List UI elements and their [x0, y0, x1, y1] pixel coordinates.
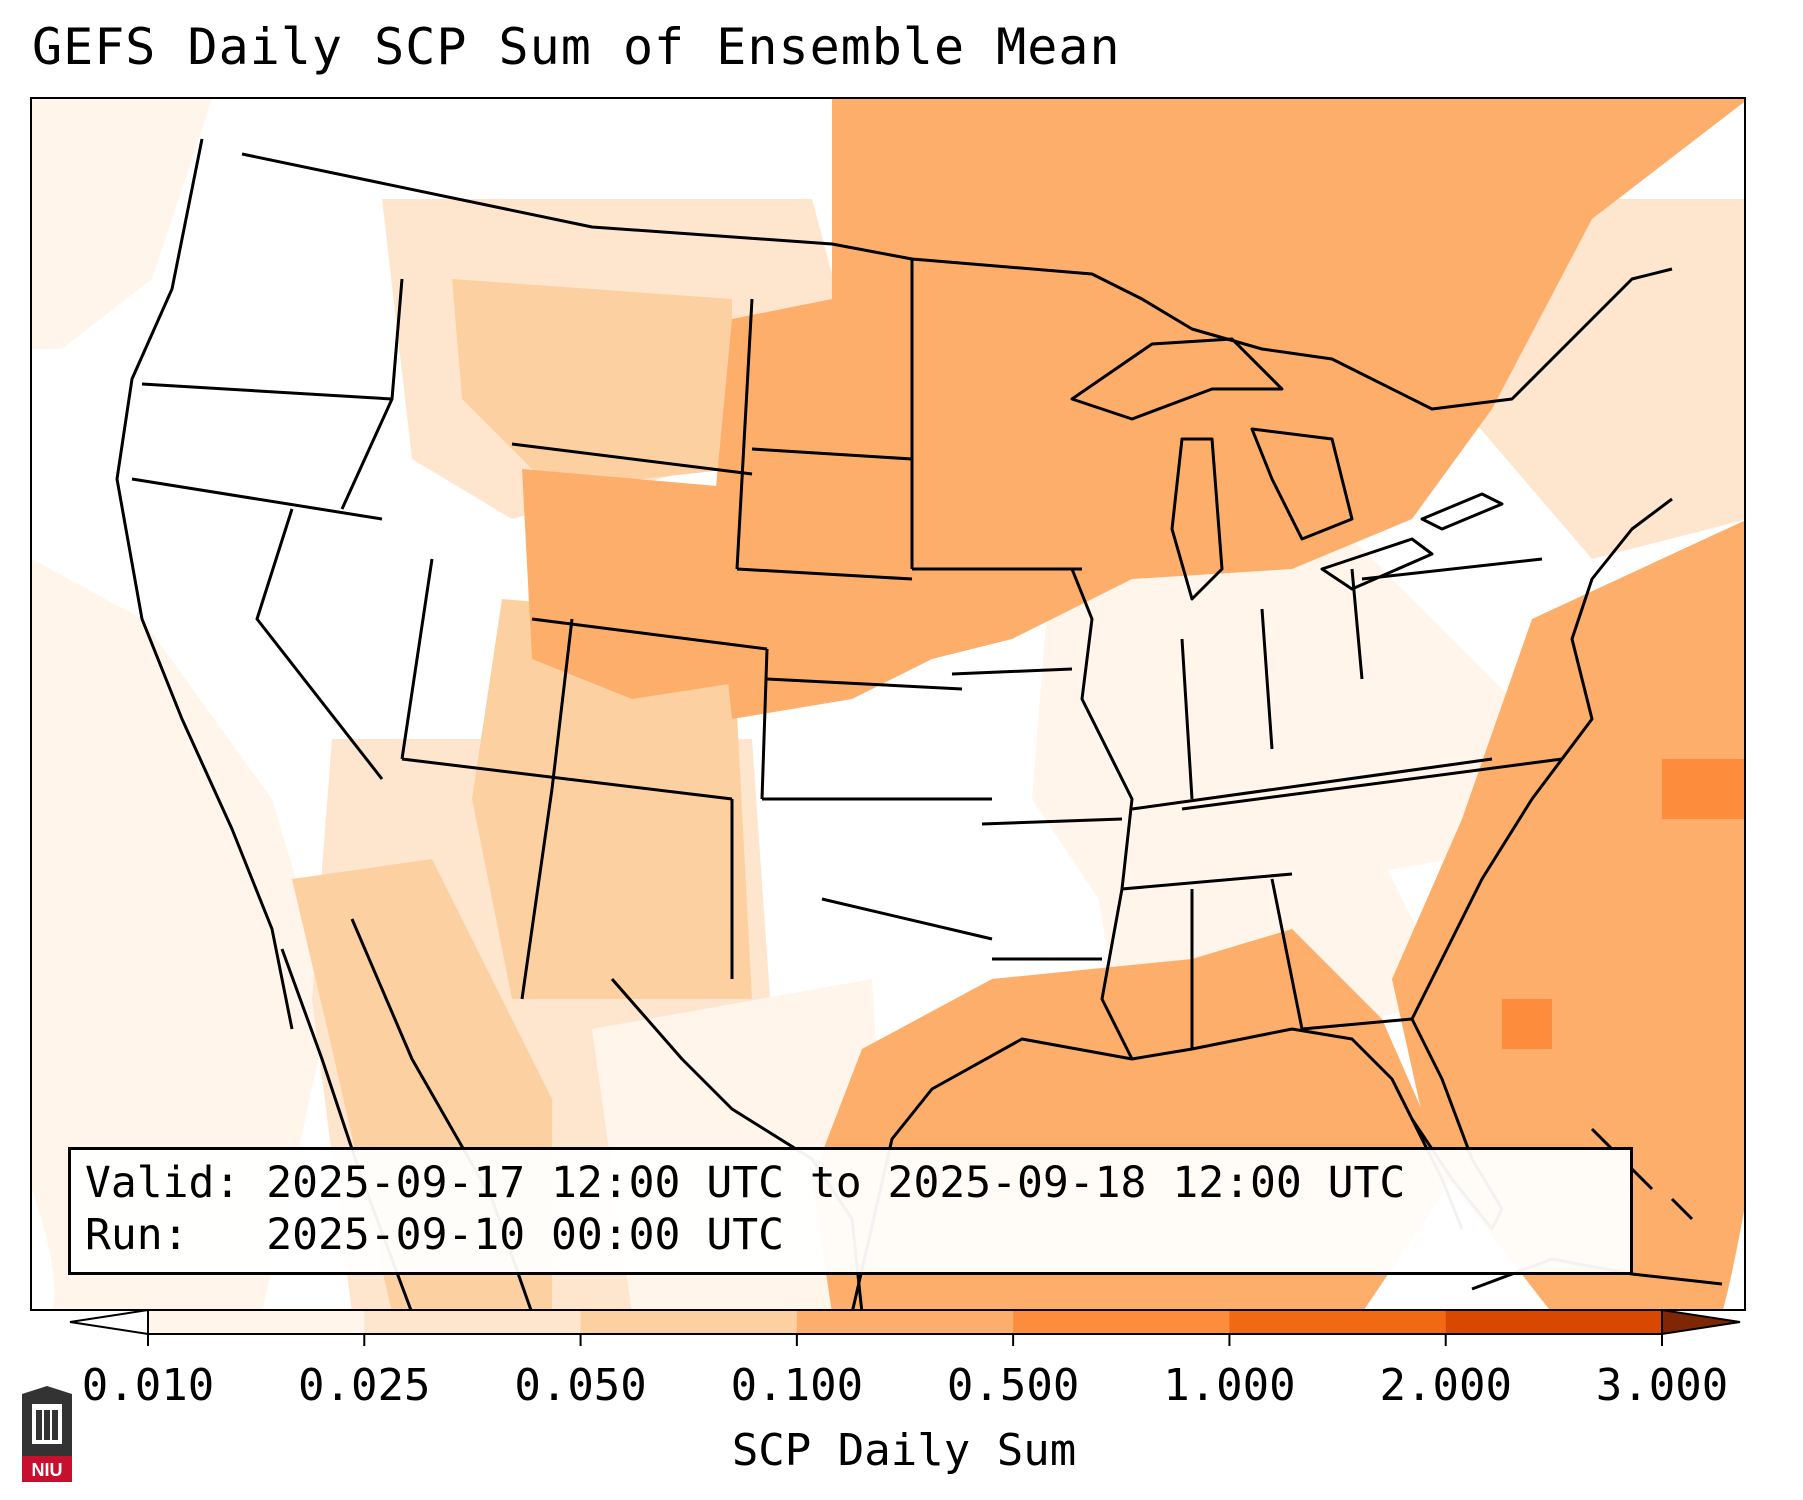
valid-run-box: Valid: 2025-09-17 12:00 UTC to 2025-09-1… [68, 1147, 1633, 1275]
run-line: Run: 2025-09-10 00:00 UTC [85, 1210, 784, 1260]
border-va-nc [1181, 757, 1563, 811]
border-al-ga [1270, 878, 1304, 1030]
colorbar-tick-label: 0.100 [730, 1360, 864, 1411]
border-sd-ne [736, 567, 913, 581]
border-az-nm [520, 788, 554, 1000]
shade-faint-west [32, 559, 332, 1309]
shade-hot-atlantic [1662, 759, 1744, 819]
colorbar-extend-low [69, 1308, 149, 1336]
chart-title: GEFS Daily SCP Sum of Ensemble Mean [32, 18, 1121, 76]
colorbar-tick-label: 1.000 [1163, 1360, 1296, 1411]
border-in-oh [1260, 608, 1274, 750]
colorbar-tick-label: 3.000 [1595, 1360, 1729, 1411]
map-canvas [32, 99, 1744, 1309]
colorbar-tick-label: 0.025 [298, 1360, 431, 1411]
lake-superior [1070, 337, 1284, 421]
lake-erie [1320, 537, 1434, 591]
colorbar-bin [796, 1310, 1014, 1334]
gulf-coast [851, 1027, 1464, 1309]
border-wy-co [531, 617, 768, 651]
border-ne-ks [766, 677, 963, 691]
border-co-ks [760, 648, 769, 800]
colorbar-bin [580, 1310, 798, 1334]
colorbar-bin [148, 1310, 365, 1334]
colorbar-bin [364, 1310, 582, 1334]
niu-logo-text: NIU [32, 1460, 63, 1480]
border-ia-mo [951, 667, 1073, 676]
map-corner-fill-left [32, 1189, 55, 1309]
shade-upper-midwest [712, 99, 1744, 719]
border-or-ca [131, 477, 383, 521]
border-wa-or [141, 382, 393, 401]
run-text: 2025-09-10 00:00 UTC [266, 1210, 784, 1260]
colorbar-tick-label: 0.010 [81, 1360, 215, 1411]
border-nv-ut [400, 558, 434, 760]
border-tn-ms [1121, 872, 1293, 891]
colorbar-outline [147, 1309, 1663, 1335]
border-nd-sd [751, 447, 913, 461]
shade-faint-ohio [1032, 519, 1512, 919]
map-panel: Valid: 2025-09-17 12:00 UTC to 2025-09-1… [30, 97, 1746, 1311]
run-label: Run: [85, 1210, 189, 1260]
niu-logo: NIU [22, 1386, 72, 1482]
lake-ontario [1420, 492, 1504, 531]
colorbar-label: SCP Daily Sum [731, 1425, 1077, 1476]
shade-mid-southrockies [472, 599, 752, 999]
lake-michigan [1170, 437, 1224, 601]
border-ut-az [401, 757, 733, 801]
border-il-in [1180, 638, 1194, 800]
lake-huron [1250, 427, 1354, 541]
valid-label: Valid: [85, 1158, 241, 1208]
shade-faint-pacific [32, 99, 212, 349]
valid-text: 2025-09-17 12:00 UTC to 2025-09-18 12:00… [266, 1158, 1406, 1208]
border-ok-tx [821, 897, 993, 941]
map-corner-fill-right [1723, 1211, 1744, 1309]
colorbar-tick-label: 0.050 [514, 1360, 647, 1411]
border-ny-pa [1361, 557, 1543, 581]
shade-hot-florida [1502, 999, 1552, 1049]
colorbar-extend-high [1661, 1308, 1741, 1336]
colorbar [69, 1308, 1741, 1346]
east-coast [1410, 497, 1673, 1020]
colorbar-bin [1445, 1310, 1663, 1334]
colorbar-tick-label: 0.500 [946, 1360, 1080, 1411]
shade-colorado [522, 469, 762, 699]
border-ut-co [550, 618, 574, 790]
border-mt-wy [511, 442, 753, 476]
border-mt-nd [735, 298, 754, 570]
mississippi-river [1070, 568, 1134, 1060]
shade-atlantic [1392, 520, 1744, 1309]
boundary-lines [115, 138, 1723, 1309]
colorbar-bin [1013, 1310, 1230, 1334]
border-ga-fl [1301, 1017, 1413, 1031]
colorbar-bins [148, 1310, 1663, 1334]
border-id-mt [340, 278, 404, 510]
border-mo-ar [981, 817, 1123, 826]
colorbar-ticks [147, 1334, 1663, 1346]
colorbar-tick-label: 2.000 [1379, 1360, 1512, 1411]
shade-mid-montana [452, 279, 732, 489]
colorbar-bin [1229, 1310, 1447, 1334]
west-coast [115, 138, 294, 1030]
border-ca-nv [255, 508, 384, 780]
valid-line: Valid: 2025-09-17 12:00 UTC to 2025-09-1… [85, 1158, 1405, 1208]
bahamas [1590, 1127, 1694, 1221]
border-tn-ky [1131, 757, 1493, 811]
